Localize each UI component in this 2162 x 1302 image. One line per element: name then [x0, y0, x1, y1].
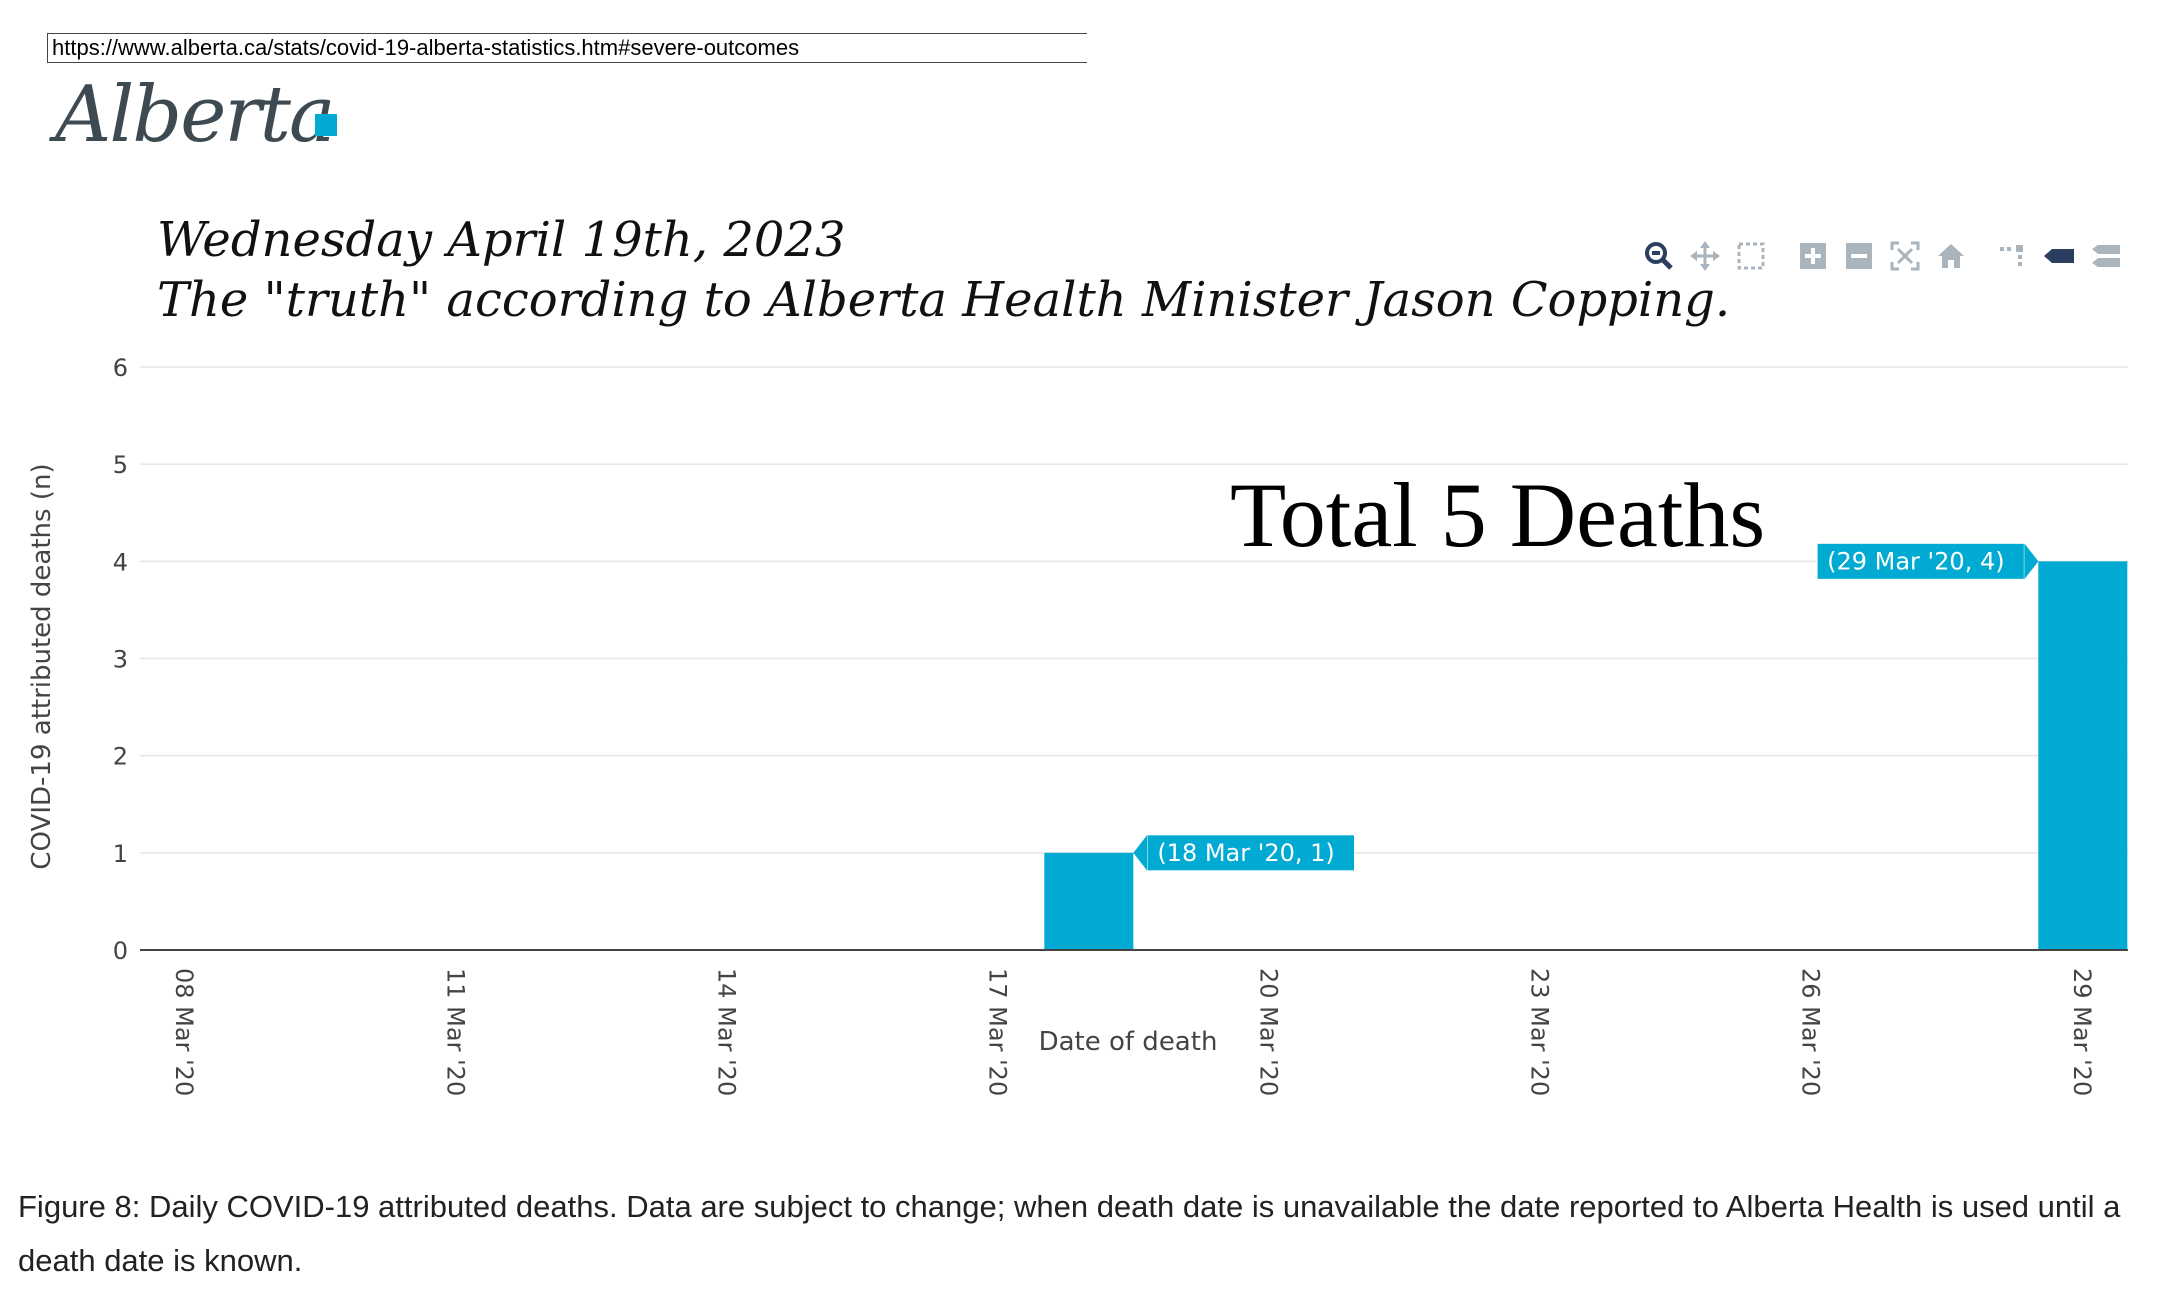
bar[interactable]	[2038, 561, 2128, 950]
x-tick-label: 14 Mar '20	[712, 968, 740, 1096]
hover-label: (29 Mar '20, 4)	[1816, 542, 2039, 580]
hover-labels: (18 Mar '20, 1) (29 Mar '20, 4)	[1133, 542, 2039, 872]
y-tick-label: 1	[113, 840, 128, 868]
hover-label-text: (29 Mar '20, 4)	[1827, 547, 2004, 575]
y-tick-label: 6	[113, 354, 128, 382]
bar[interactable]	[1044, 852, 1134, 950]
total-deaths-annotation: Total 5 Deaths	[1230, 464, 1766, 566]
box-select-icon[interactable]	[1732, 237, 1770, 275]
zoom-out-icon[interactable]	[1840, 237, 1878, 275]
pan-icon[interactable]	[1686, 237, 1724, 275]
bars	[1044, 561, 2128, 950]
y-tick-label: 2	[113, 743, 128, 771]
hover-compare-icon[interactable]	[2086, 237, 2124, 275]
chart-modebar	[1640, 236, 2132, 276]
alberta-logo: Alberta	[55, 70, 355, 160]
x-tick-label: 26 Mar '20	[1797, 968, 1825, 1096]
zoom-in-icon[interactable]	[1794, 237, 1832, 275]
logo-text: Alberta	[55, 70, 335, 160]
logo-accent-square	[315, 114, 337, 136]
y-tick-labels: 0 1 2 3 4 5 6	[113, 354, 128, 965]
hover-label: (18 Mar '20, 1)	[1133, 834, 1356, 872]
zoom-icon[interactable]	[1640, 237, 1678, 275]
hover-closest-icon[interactable]	[2040, 237, 2078, 275]
y-axis-title: COVID-19 attributed deaths (n)	[27, 463, 57, 869]
x-tick-label: 23 Mar '20	[1526, 968, 1554, 1096]
y-tick-label: 5	[113, 451, 128, 479]
spike-lines-icon[interactable]	[1994, 237, 2032, 275]
y-tick-label: 0	[113, 937, 128, 965]
headline-date: Wednesday April 19th, 2023	[157, 212, 846, 268]
autoscale-icon[interactable]	[1886, 237, 1924, 275]
x-tick-label: 20 Mar '20	[1255, 968, 1283, 1096]
y-tick-label: 3	[113, 646, 128, 674]
x-tick-label: 11 Mar '20	[441, 968, 469, 1096]
figure-caption: Figure 8: Daily COVID-19 attributed deat…	[18, 1189, 2121, 1278]
hover-label-text: (18 Mar '20, 1)	[1157, 839, 1334, 867]
reset-axes-icon[interactable]	[1932, 237, 1970, 275]
x-tick-labels: 08 Mar '20 11 Mar '20 14 Mar '20 17 Mar '20…	[170, 968, 2096, 1096]
url-bar[interactable]: https://www.alberta.ca/stats/covid-19-al…	[47, 33, 1087, 63]
grid-lines	[140, 366, 2128, 854]
x-axis-title: Date of death	[1039, 1027, 1218, 1057]
headline-claim: The "truth" according to Alberta Health …	[157, 272, 1731, 328]
x-tick-label: 08 Mar '20	[170, 968, 198, 1096]
y-tick-label: 4	[113, 548, 128, 576]
x-tick-label: 17 Mar '20	[983, 968, 1011, 1096]
x-tick-label: 29 Mar '20	[2068, 968, 2096, 1096]
